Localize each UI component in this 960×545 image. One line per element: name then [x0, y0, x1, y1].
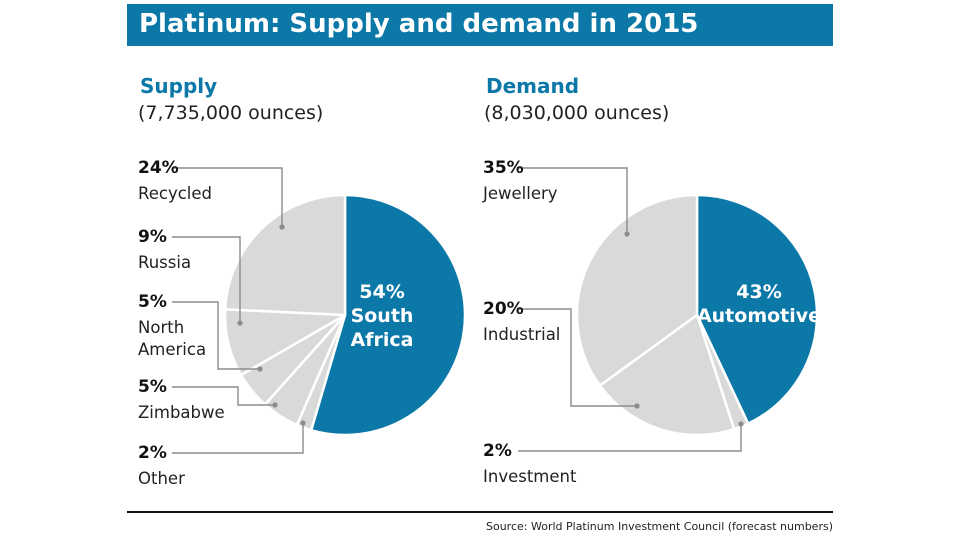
- supply-label-russia: Russia: [138, 253, 191, 272]
- demand-heading: Demand: [486, 74, 580, 98]
- supply-percent-recycled: 24%: [138, 158, 179, 178]
- chart-title: Platinum: Supply and demand in 2015: [139, 9, 699, 39]
- supply-leader-dot-recycled: [279, 224, 285, 230]
- demand-percent-jewellery: 35%: [483, 158, 524, 178]
- demand-leader-dot-industrial: [634, 403, 640, 409]
- supply-heading: Supply: [140, 74, 218, 98]
- supply-label-north-america: North: [138, 318, 184, 337]
- supply-total: (7,735,000 ounces): [138, 102, 324, 124]
- demand-percent-industrial: 20%: [483, 299, 524, 319]
- supply-percent-other: 2%: [138, 443, 167, 463]
- demand-leader-jewellery: [518, 167, 628, 234]
- supply-leader-north-america: [172, 301, 260, 370]
- supply-label-other: Other: [138, 469, 185, 488]
- demand-leader-dot-jewellery: [624, 231, 630, 237]
- demand-label-automotive: Automotive: [697, 305, 821, 327]
- supply-percent-zimbabwe: 5%: [138, 377, 167, 397]
- demand-label-industrial: Industrial: [483, 325, 560, 344]
- supply-leader-dot-russia: [237, 320, 243, 326]
- demand-label-jewellery: Jewellery: [482, 184, 558, 203]
- source-note: Source: World Platinum Investment Counci…: [486, 520, 833, 533]
- supply-leader-zimbabwe: [172, 386, 275, 406]
- demand-total: (8,030,000 ounces): [484, 102, 670, 124]
- demand-slice-industrial: [598, 313, 736, 437]
- demand-slice-jewellery: [575, 193, 699, 387]
- supply-leader-other: [172, 423, 304, 454]
- supply-label-south-africa: Africa: [351, 329, 414, 351]
- footer-rule: [127, 511, 833, 513]
- demand-leader-industrial: [518, 308, 637, 407]
- supply-percent-south-africa: 54%: [359, 281, 404, 303]
- supply-percent-north-america: 5%: [138, 292, 167, 312]
- demand-percent-automotive: 43%: [736, 281, 781, 303]
- supply-label-recycled: Recycled: [138, 184, 212, 203]
- supply-leader-russia: [172, 236, 241, 323]
- demand-percent-investment: 2%: [483, 441, 512, 461]
- demand-label-investment: Investment: [483, 467, 577, 486]
- supply-leader-dot-other: [300, 420, 306, 426]
- demand-leader-dot-investment: [738, 421, 744, 427]
- supply-label-zimbabwe: Zimbabwe: [138, 403, 225, 422]
- supply-label-south-africa: South: [351, 305, 414, 327]
- supply-leader-dot-zimbabwe: [272, 402, 278, 408]
- supply-percent-russia: 9%: [138, 227, 167, 247]
- demand-slice-automotive: [695, 193, 819, 425]
- supply-leader-recycled: [172, 167, 283, 227]
- supply-slice-south-africa: [309, 193, 467, 437]
- supply-label-north-america: America: [138, 340, 206, 359]
- supply-leader-dot-north-america: [257, 366, 263, 372]
- supply-slice-recycled: [223, 193, 347, 317]
- demand-leader-investment: [518, 424, 742, 452]
- title-bar: Platinum: Supply and demand in 2015: [127, 4, 833, 46]
